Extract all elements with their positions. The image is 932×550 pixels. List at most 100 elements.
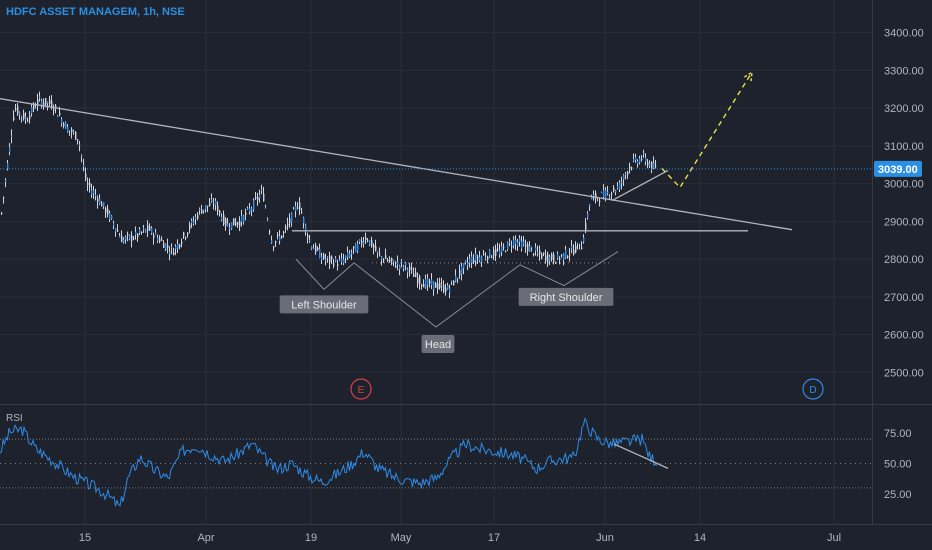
- candle-body: [23, 112, 25, 120]
- candle-body: [583, 237, 585, 242]
- candle-body: [497, 249, 499, 251]
- candle-body: [111, 215, 113, 219]
- candle-body: [157, 237, 159, 241]
- candle-body: [257, 196, 259, 201]
- candle-body: [291, 212, 293, 223]
- candle-body: [499, 250, 501, 255]
- candle-body: [417, 277, 419, 284]
- candle-body: [251, 208, 253, 210]
- candle-body: [591, 196, 593, 200]
- candle-body: [571, 246, 573, 249]
- candle-body: [489, 249, 491, 257]
- candle-body: [601, 192, 603, 194]
- candle-body: [125, 237, 127, 240]
- candle-body: [615, 190, 617, 193]
- candle-body: [443, 285, 445, 292]
- chart-title: HDFC ASSET MANAGEM, 1h, NSE: [6, 6, 185, 18]
- candle-body: [555, 261, 557, 264]
- candle-body: [575, 245, 577, 253]
- candle-body: [71, 129, 73, 133]
- candle-body: [193, 221, 195, 224]
- candle-body: [5, 180, 7, 182]
- candle-body: [133, 238, 135, 240]
- candle-body: [317, 247, 319, 251]
- candle-body: [473, 259, 475, 262]
- candle-body: [523, 242, 525, 245]
- candle-body: [365, 237, 367, 241]
- candle-body: [437, 283, 439, 290]
- candle-body: [261, 189, 263, 191]
- candle-body: [183, 232, 185, 237]
- candle-body: [381, 256, 383, 260]
- trendline: [611, 169, 669, 202]
- candle-body: [255, 196, 257, 199]
- annotation-box: [421, 335, 455, 354]
- candle-body: [399, 265, 401, 270]
- candle-body: [435, 282, 437, 288]
- candle-body: [229, 227, 231, 230]
- candle-body: [117, 230, 119, 232]
- candle-body: [279, 236, 281, 241]
- candle-body: [225, 218, 227, 226]
- candle-body: [617, 186, 619, 188]
- candle-body: [143, 228, 145, 230]
- candle-body: [413, 274, 415, 277]
- candle-body: [27, 120, 29, 122]
- candle-body: [215, 200, 217, 206]
- candle-body: [197, 214, 199, 219]
- candle-body: [263, 193, 265, 201]
- candle-body: [103, 202, 105, 207]
- candle-body: [195, 217, 197, 219]
- time-tick-label: Jul: [827, 532, 841, 544]
- candle-body: [15, 108, 17, 110]
- candle-body: [393, 259, 395, 263]
- candle-body: [93, 190, 95, 194]
- candle-body: [321, 256, 323, 260]
- main-pane: Left Shoulder Head Right Shoulder E D: [0, 70, 872, 400]
- annotation-box: [279, 295, 369, 314]
- candle-body: [383, 259, 385, 261]
- candle-body: [525, 244, 527, 247]
- candle-body: [265, 207, 267, 209]
- candle-body: [305, 225, 307, 232]
- candle-body: [57, 115, 59, 117]
- candle-body: [483, 254, 485, 256]
- candle-body: [151, 227, 153, 234]
- candle-body: [315, 245, 317, 253]
- candle-body: [433, 281, 435, 290]
- candle-body: [503, 246, 505, 248]
- candle-body: [389, 259, 391, 262]
- candle-body: [285, 226, 287, 229]
- candle-body: [223, 214, 225, 225]
- candle-body: [175, 246, 177, 249]
- candle-body: [187, 232, 189, 235]
- candle-body: [241, 215, 243, 223]
- candle-body: [599, 200, 601, 202]
- candle-body: [513, 239, 515, 246]
- candle-body: [267, 218, 269, 221]
- candle-body: [61, 118, 63, 124]
- candle-body: [517, 242, 519, 246]
- candle-body: [19, 112, 21, 115]
- candle-body: [457, 277, 459, 279]
- candle-body: [415, 272, 417, 277]
- candle-body: [633, 158, 635, 161]
- candle-body: [81, 155, 83, 157]
- time-tick-label: May: [391, 532, 412, 544]
- candle-body: [283, 232, 285, 234]
- last-price-label: 3039.00: [878, 164, 918, 176]
- projection-arrowhead: [744, 70, 753, 82]
- rsi-line: [0, 417, 658, 507]
- candle-body: [159, 239, 161, 242]
- candle-body: [579, 249, 581, 251]
- candle-body: [425, 279, 427, 288]
- candle-body: [139, 229, 141, 233]
- price-tick-label: 3400.00: [884, 28, 924, 40]
- candle-body: [217, 205, 219, 212]
- candle-body: [405, 262, 407, 266]
- trendline: [0, 98, 793, 231]
- rsi-tick-label: 50.00: [884, 459, 912, 471]
- candle-body: [53, 109, 55, 111]
- candle-body: [73, 131, 75, 133]
